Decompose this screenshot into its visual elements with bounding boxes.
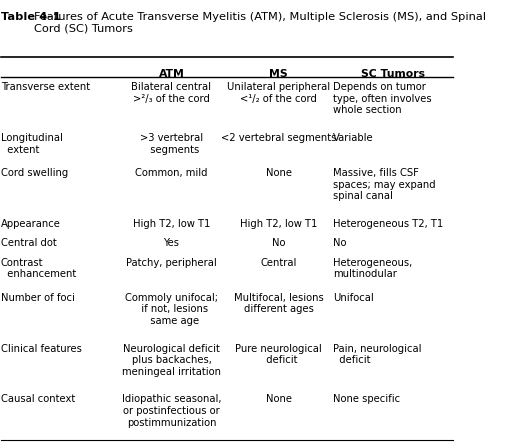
Text: Unilateral peripheral
<¹/₂ of the cord: Unilateral peripheral <¹/₂ of the cord — [227, 82, 330, 104]
Text: Variable: Variable — [333, 133, 374, 143]
Text: Longitudinal
  extent: Longitudinal extent — [1, 133, 63, 155]
Text: >3 vertebral
  segments: >3 vertebral segments — [140, 133, 203, 155]
Text: SC Tumors: SC Tumors — [361, 69, 425, 79]
Text: Cord swelling: Cord swelling — [1, 168, 68, 178]
Text: None specific: None specific — [333, 394, 400, 404]
Text: None: None — [266, 394, 291, 404]
Text: Central dot: Central dot — [1, 238, 56, 248]
Text: Number of foci: Number of foci — [1, 293, 74, 303]
Text: Pain, neurological
  deficit: Pain, neurological deficit — [333, 344, 421, 365]
Text: Multifocal, lesions
different ages: Multifocal, lesions different ages — [233, 293, 324, 314]
Text: Table 4–1: Table 4–1 — [1, 12, 61, 22]
Text: Central: Central — [260, 258, 297, 268]
Text: Common, mild: Common, mild — [135, 168, 208, 178]
Text: Heterogeneous T2, T1: Heterogeneous T2, T1 — [333, 219, 443, 229]
Text: Transverse extent: Transverse extent — [1, 82, 90, 92]
Text: Depends on tumor
type, often involves
whole section: Depends on tumor type, often involves wh… — [333, 82, 432, 115]
Text: Contrast
  enhancement: Contrast enhancement — [1, 258, 76, 279]
Text: Clinical features: Clinical features — [1, 344, 82, 353]
Text: Yes: Yes — [163, 238, 180, 248]
Text: ATM: ATM — [159, 69, 184, 79]
Text: None: None — [266, 168, 291, 178]
Text: Unifocal: Unifocal — [333, 293, 374, 303]
Text: Appearance: Appearance — [1, 219, 61, 229]
Text: High T2, low T1: High T2, low T1 — [133, 219, 210, 229]
Text: No: No — [333, 238, 346, 248]
Text: Idiopathic seasonal,
or postinfectious or
postimmunization: Idiopathic seasonal, or postinfectious o… — [122, 394, 221, 428]
Text: <2 vertebral segments: <2 vertebral segments — [221, 133, 336, 143]
Text: Patchy, peripheral: Patchy, peripheral — [126, 258, 217, 268]
Text: Features of Acute Transverse Myelitis (ATM), Multiple Sclerosis (MS), and Spinal: Features of Acute Transverse Myelitis (A… — [34, 12, 486, 33]
Text: No: No — [272, 238, 285, 248]
Text: Heterogeneous,
multinodular: Heterogeneous, multinodular — [333, 258, 412, 279]
Text: Bilateral central
>²/₃ of the cord: Bilateral central >²/₃ of the cord — [131, 82, 211, 104]
Text: Massive, fills CSF
spaces; may expand
spinal canal: Massive, fills CSF spaces; may expand sp… — [333, 168, 435, 201]
Text: Commoly unifocal;
  if not, lesions
  same age: Commoly unifocal; if not, lesions same a… — [125, 293, 218, 326]
Text: Causal context: Causal context — [1, 394, 75, 404]
Text: MS: MS — [269, 69, 288, 79]
Text: High T2, low T1: High T2, low T1 — [240, 219, 317, 229]
Text: Neurological deficit
plus backaches,
meningeal irritation: Neurological deficit plus backaches, men… — [122, 344, 221, 377]
Text: Pure neurological
  deficit: Pure neurological deficit — [235, 344, 322, 365]
